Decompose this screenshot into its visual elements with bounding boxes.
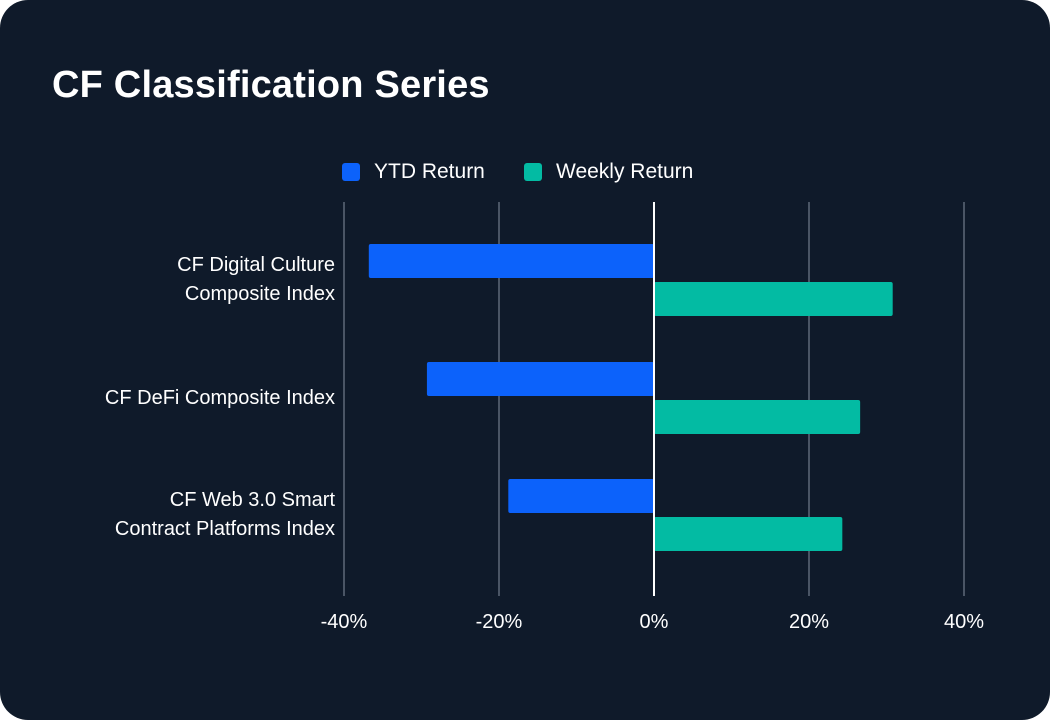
legend-label-weekly: Weekly Return [556, 160, 694, 183]
category-label-line: Contract Platforms Index [114, 518, 335, 540]
legend-swatch-weekly [524, 163, 542, 181]
ytd-bar [368, 244, 654, 278]
x-tick-label: 40% [944, 611, 984, 633]
chart-legend: YTD Return Weekly Return [0, 160, 1050, 188]
legend-swatch-ytd [342, 163, 360, 181]
category-label: CF DeFi Composite Index [35, 384, 335, 413]
weekly-bar [654, 400, 861, 434]
x-tick-label: -40% [321, 611, 368, 633]
legend-item-weekly[interactable]: Weekly Return [524, 160, 693, 184]
x-tick-label: 20% [789, 611, 829, 633]
chart-title: CF Classification Series [52, 64, 490, 106]
category-label: CF Web 3.0 Smart Contract Platforms Index [35, 486, 335, 544]
category-label-line: CF Web 3.0 Smart [169, 489, 335, 511]
legend-label-ytd: YTD Return [374, 160, 485, 183]
x-tick-label: -20% [476, 611, 523, 633]
ytd-bar [426, 362, 654, 396]
x-tick-label: 0% [640, 611, 669, 633]
ytd-bar [508, 479, 654, 513]
category-label: CF Digital Culture Composite Index [35, 251, 335, 309]
weekly-bar [654, 282, 893, 316]
category-label-line: Composite Index [184, 283, 335, 305]
weekly-bar [654, 517, 843, 551]
category-label-line: CF DeFi Composite Index [104, 386, 335, 409]
category-label-line: CF Digital Culture [177, 254, 335, 276]
legend-item-ytd[interactable]: YTD Return [342, 160, 485, 184]
